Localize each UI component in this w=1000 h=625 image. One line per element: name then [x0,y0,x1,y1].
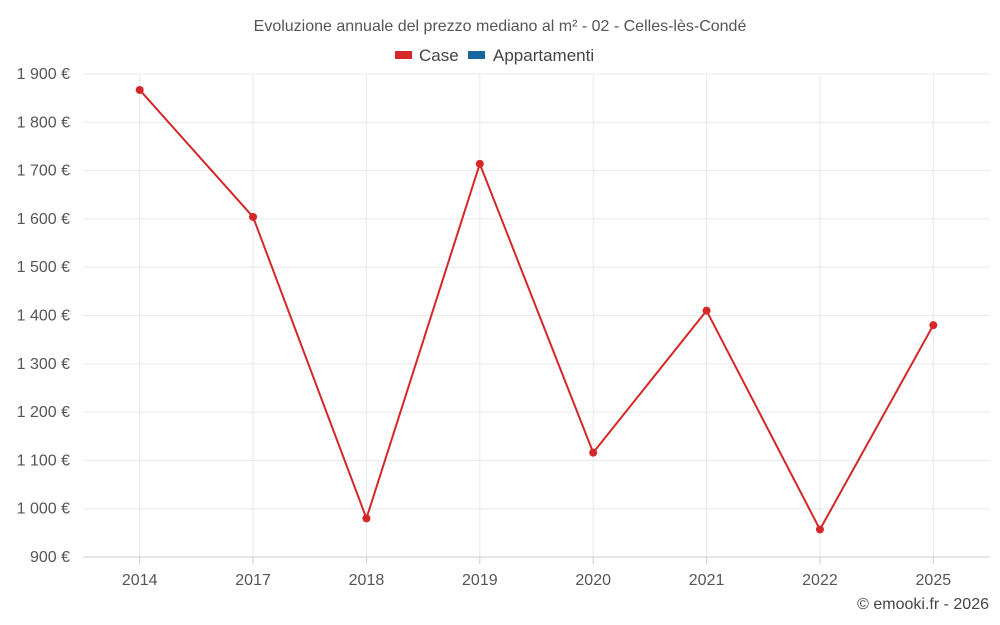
data-point-2022[interactable] [815,525,824,534]
x-tick-label: 2018 [349,572,385,589]
data-point-2021[interactable] [702,306,711,315]
legend-label-case[interactable]: Case [419,46,459,65]
y-tick-label: 1 000 € [17,501,70,518]
x-tick-label: 2022 [802,572,838,589]
y-tick-label: 1 600 € [17,211,70,228]
data-point-2014[interactable] [135,85,144,94]
data-point-2018[interactable] [362,514,371,523]
y-tick-label: 900 € [30,549,70,566]
x-tick-label: 2021 [689,572,725,589]
x-tick-label: 2025 [916,572,952,589]
legend-swatch-case [395,51,412,59]
legend: Case Appartamenti [395,46,594,65]
x-tick-label: 2014 [122,572,158,589]
credit-text: © emooki.fr - 2026 [857,596,989,613]
y-tick-label: 1 100 € [17,452,70,469]
legend-swatch-appartamenti [468,51,485,59]
y-tick-label: 1 200 € [17,404,70,421]
y-tick-label: 1 300 € [17,356,70,373]
x-axis: 2014 2017 2018 2019 2020 2021 2022 2025 [83,556,990,589]
y-tick-label: 1 900 € [17,66,70,83]
data-point-2025[interactable] [929,321,938,330]
x-tick-label: 2019 [462,572,498,589]
y-tick-label: 1 700 € [17,163,70,180]
data-point-2020[interactable] [589,448,598,457]
series-line-case [138,89,935,531]
gridlines [83,73,990,557]
y-tick-label: 1 500 € [17,259,70,276]
y-tick-label: 1 800 € [17,114,70,131]
data-point-2019[interactable] [475,159,484,168]
x-tick-label: 2020 [575,572,611,589]
data-point-2017[interactable] [249,212,258,221]
x-tick-label: 2017 [235,572,271,589]
chart-title: Evoluzione annuale del prezzo mediano al… [254,18,747,35]
y-axis: 900 € 1 000 € 1 100 € 1 200 € 1 300 € 1 400 €… [17,66,70,566]
y-tick-label: 1 400 € [17,308,70,325]
legend-label-appartamenti[interactable]: Appartamenti [493,46,594,65]
series-case [135,85,938,534]
